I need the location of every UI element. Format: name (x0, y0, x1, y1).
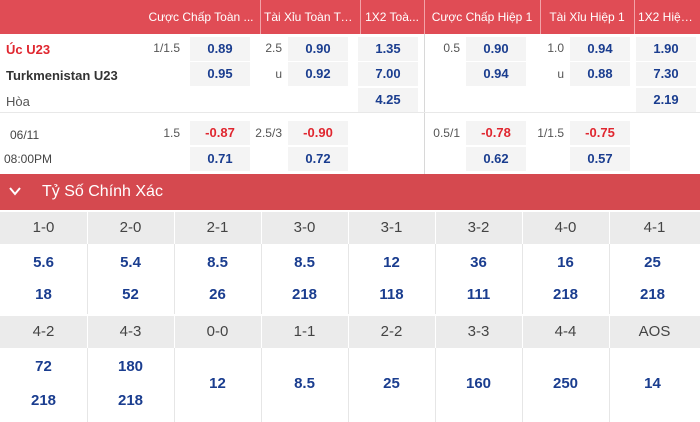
handicap-ft-line: 1/1.5 (153, 41, 180, 55)
score-odds-away[interactable]: 218 (552, 286, 579, 303)
alt-odds-ou-ft-over[interactable]: -0.90 (288, 121, 348, 145)
score-label: 4-1 (643, 219, 666, 236)
header-over-under-half1[interactable]: Tài Xỉu Hiệp 1 (549, 10, 625, 24)
odds-1x2-ft-draw[interactable]: 4.25 (358, 88, 418, 112)
score-odds-away[interactable]: 218 (117, 392, 144, 409)
draw-label: Hòa (6, 94, 30, 109)
odds-row-divider (0, 112, 700, 113)
score-odds-home[interactable]: 8.5 (207, 254, 228, 271)
odds-1x2-h1-home[interactable]: 1.90 (636, 37, 696, 61)
score-odds-away[interactable]: 218 (30, 392, 57, 409)
score-odds-home[interactable]: 8.5 (294, 254, 315, 271)
score-odds-home[interactable]: 180 (117, 358, 144, 375)
header-over-under-fulltime[interactable]: Tài Xỉu Toàn Trận (264, 10, 358, 24)
odds-1x2-ft-home[interactable]: 1.35 (358, 37, 418, 61)
header-handicap-fulltime[interactable]: Cược Chấp Toàn ... (148, 10, 254, 24)
alt-handicap-h1-line: 0.5/1 (433, 126, 460, 140)
alt-ou-h1-line: 1/1.5 (537, 126, 564, 140)
header-handicap-half1[interactable]: Cược Chấp Hiệp 1 (431, 10, 533, 24)
odds-ou-ft-over[interactable]: 0.90 (288, 37, 348, 61)
score-odds-home[interactable]: 72 (35, 358, 52, 375)
score-label: 2-0 (119, 219, 142, 236)
odds-hdp-ft-away[interactable]: 0.95 (190, 62, 250, 86)
score-odds-draw[interactable]: 160 (465, 375, 492, 392)
score-label: 2-1 (206, 219, 229, 236)
score-label: 4-0 (554, 219, 577, 236)
alt-ou-ft-line: 2.5/3 (255, 126, 282, 140)
score-label: 4-4 (554, 323, 577, 340)
fulltime-half-divider (424, 34, 425, 174)
score-label: AOS (638, 323, 671, 340)
odds-1x2-h1-draw[interactable]: 2.19 (636, 88, 696, 112)
score-odds-away[interactable]: 52 (122, 286, 139, 303)
score-odds-home[interactable]: 12 (383, 254, 400, 271)
score-odds-draw[interactable]: 12 (209, 375, 226, 392)
score-label: 1-1 (293, 323, 316, 340)
away-team-name: Turkmenistan U23 (6, 68, 118, 83)
score-odds-home[interactable]: 36 (470, 254, 487, 271)
alt-odds-ou-h1-under[interactable]: 0.57 (570, 147, 630, 171)
score-odds-draw[interactable]: 25 (383, 375, 400, 392)
score-label: 2-2 (380, 323, 403, 340)
header-1x2-half1[interactable]: 1X2 Hiệp 1 (638, 10, 698, 24)
ou-h1-under-label: u (557, 67, 564, 81)
score-odds-away[interactable]: 111 (466, 286, 491, 303)
score-odds-away[interactable]: 118 (379, 286, 404, 303)
ou-ft-under-label: u (275, 67, 282, 81)
alt-odds-hdp-h1-away[interactable]: 0.62 (466, 147, 526, 171)
ou-h1-line: 1.0 (547, 41, 564, 55)
score-odds-away[interactable]: 26 (209, 286, 226, 303)
alt-odds-hdp-ft-home[interactable]: -0.87 (190, 121, 250, 145)
odds-ou-h1-over[interactable]: 0.94 (570, 37, 630, 61)
score-header-row-1: 1-0 2-0 2-1 3-0 3-1 3-2 4-0 4-1 (0, 212, 700, 244)
alt-odds-hdp-h1-home[interactable]: -0.78 (466, 121, 526, 145)
odds-header-row: Cược Chấp Toàn ... Tài Xỉu Toàn Trận 1X2… (0, 0, 700, 34)
score-label: 3-1 (380, 219, 403, 236)
match-date: 06/11 (10, 128, 40, 142)
score-odds-away[interactable]: 218 (291, 286, 318, 303)
alt-odds-ou-ft-under[interactable]: 0.72 (288, 147, 348, 171)
score-odds-home[interactable]: 5.6 (33, 254, 54, 271)
score-odds-home[interactable]: 16 (557, 254, 574, 271)
score-label: 4-3 (119, 323, 142, 340)
odds-hdp-h1-away[interactable]: 0.94 (466, 62, 526, 86)
score-odds-draw[interactable]: 8.5 (294, 375, 315, 392)
correct-score-header[interactable]: Tỷ Số Chính Xác (0, 174, 700, 210)
odds-1x2-h1-away[interactable]: 7.30 (636, 62, 696, 86)
match-time: 08:00PM (4, 152, 53, 166)
score-odds-away[interactable]: 218 (639, 286, 666, 303)
handicap-h1-line: 0.5 (443, 41, 460, 55)
score-header-row-2: 4-2 4-3 0-0 1-1 2-2 3-3 4-4 AOS (0, 316, 700, 348)
score-odds-draw[interactable]: 250 (552, 375, 579, 392)
score-values-row-1: 5.6 18 5.4 52 8.5 26 8.5 218 12 118 36 1… (0, 244, 700, 314)
chevron-down-icon[interactable] (8, 184, 22, 198)
score-odds-home[interactable]: 25 (644, 254, 661, 271)
odds-1x2-ft-away[interactable]: 7.00 (358, 62, 418, 86)
correct-score-title: Tỷ Số Chính Xác (42, 183, 163, 200)
score-odds-away[interactable]: 18 (35, 286, 52, 303)
score-odds-home[interactable]: 5.4 (120, 254, 141, 271)
score-label: 3-0 (293, 219, 316, 236)
score-values-row-2: 72 218 180 218 12 8.5 25 160 250 14 (0, 348, 700, 422)
score-label: 1-0 (32, 219, 55, 236)
score-label: 3-2 (467, 219, 490, 236)
header-1x2-fulltime[interactable]: 1X2 Toà... (365, 10, 419, 24)
alt-handicap-ft-line: 1.5 (163, 126, 180, 140)
score-odds-aos[interactable]: 14 (644, 375, 661, 392)
odds-hdp-h1-home[interactable]: 0.90 (466, 37, 526, 61)
odds-ou-h1-under[interactable]: 0.88 (570, 62, 630, 86)
alt-odds-hdp-ft-away[interactable]: 0.71 (190, 147, 250, 171)
odds-hdp-ft-home[interactable]: 0.89 (190, 37, 250, 61)
ou-ft-line: 2.5 (265, 41, 282, 55)
score-label: 3-3 (467, 323, 490, 340)
home-team-name: Úc U23 (6, 42, 51, 57)
score-label: 4-2 (32, 323, 55, 340)
odds-ou-ft-under[interactable]: 0.92 (288, 62, 348, 86)
alt-odds-ou-h1-over[interactable]: -0.75 (570, 121, 630, 145)
score-label: 0-0 (206, 323, 229, 340)
